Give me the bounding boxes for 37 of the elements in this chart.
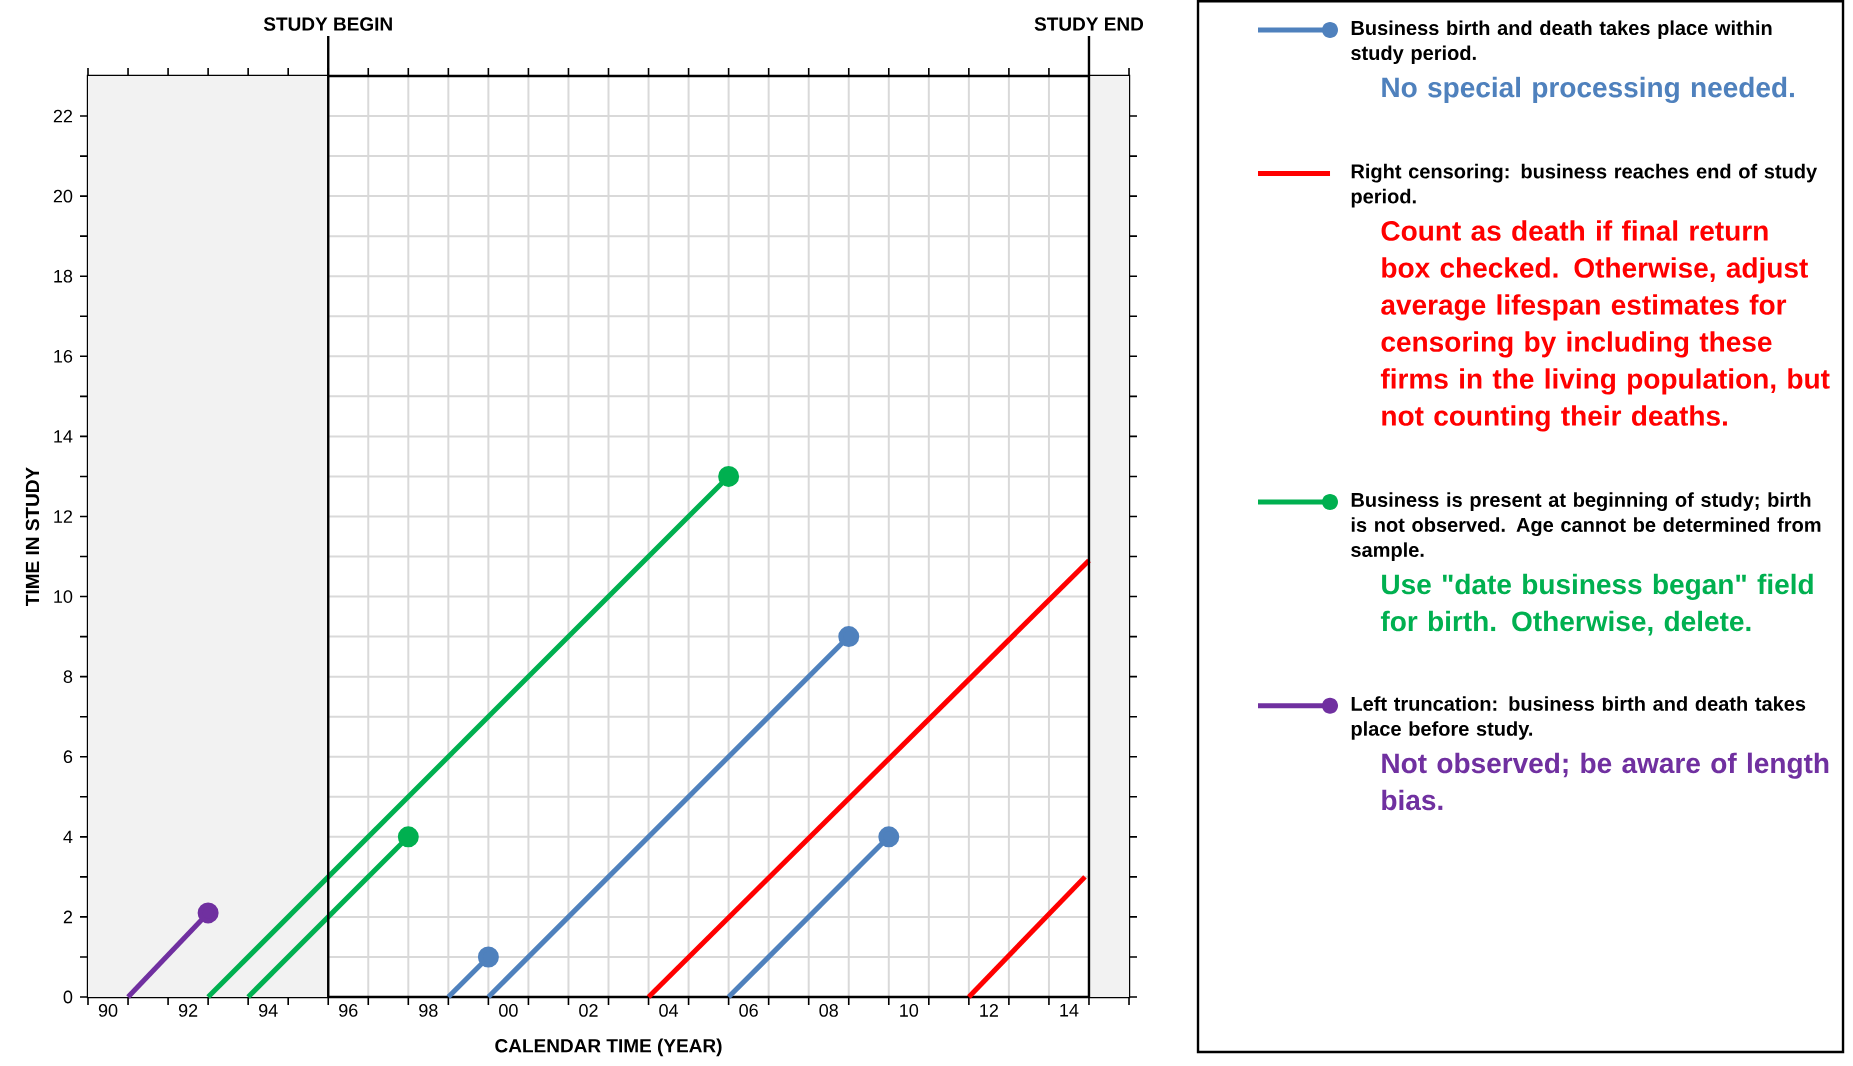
x-tick-label: 92: [178, 1004, 198, 1017]
legend-label: Business is present at beginning of study; birth is not observed. Age cannot be determined from sample.: [1351, 492, 1821, 561]
y-tick-label: 6: [63, 750, 73, 764]
ref-line-label: STUDY END: [1034, 17, 1144, 31]
x-tick-label: 12: [980, 1004, 998, 1017]
x-tick-label: 96: [339, 1004, 358, 1017]
y-tick-label: 8: [63, 670, 73, 684]
x-tick-label: 10: [900, 1004, 919, 1017]
x-axis-title: CALENDAR TIME (YEAR): [495, 1038, 722, 1057]
x-tick-label: 04: [659, 1004, 679, 1017]
y-axis-title: TIME IN STUDY: [25, 467, 40, 606]
y-tick-label: 22: [53, 109, 73, 123]
y-tick-label: 4: [63, 830, 73, 844]
y-tick-label: 14: [54, 430, 73, 443]
text: Use "date business began" field for birth. Otherwise, delete.: [1380, 573, 1813, 636]
x-tick-label: 00: [499, 1004, 518, 1017]
x-tick-label: 06: [739, 1004, 758, 1017]
x-tick-label: 90: [98, 1004, 118, 1017]
y-tick-label: 12: [54, 510, 73, 523]
y-tick-label: 18: [54, 269, 73, 283]
text: No special processing needed.: [1382, 76, 1794, 104]
ref-line-label: STUDY BEGIN: [263, 17, 392, 31]
y-tick-label: 16: [54, 349, 73, 363]
legend-label: Left truncation: business birth and death takes place before study.: [1351, 696, 1806, 740]
y-tick-label: 0: [63, 990, 73, 1004]
y-tick-label: 2: [63, 910, 73, 924]
y-tick-label: 10: [54, 590, 73, 603]
legend-label: Business birth and death takes place within study period.: [1351, 20, 1772, 65]
text: Not observed; be aware of length bias.: [1382, 752, 1829, 811]
y-tick-label: 20: [53, 189, 73, 203]
x-tick-label: 02: [579, 1004, 598, 1017]
legend-label: Right censoring: business reaches end of study period.: [1351, 163, 1818, 208]
x-tick-label: 14: [1060, 1004, 1079, 1017]
x-tick-label: 08: [819, 1004, 838, 1017]
text: Count as death if final return box checked. Otherwise, adjust average lifespan estimates for censoring by including these firms in the living population, but not counting their deaths.: [1380, 220, 1830, 432]
x-tick-label: 98: [419, 1004, 438, 1017]
x-tick-label: 94: [259, 1004, 278, 1017]
